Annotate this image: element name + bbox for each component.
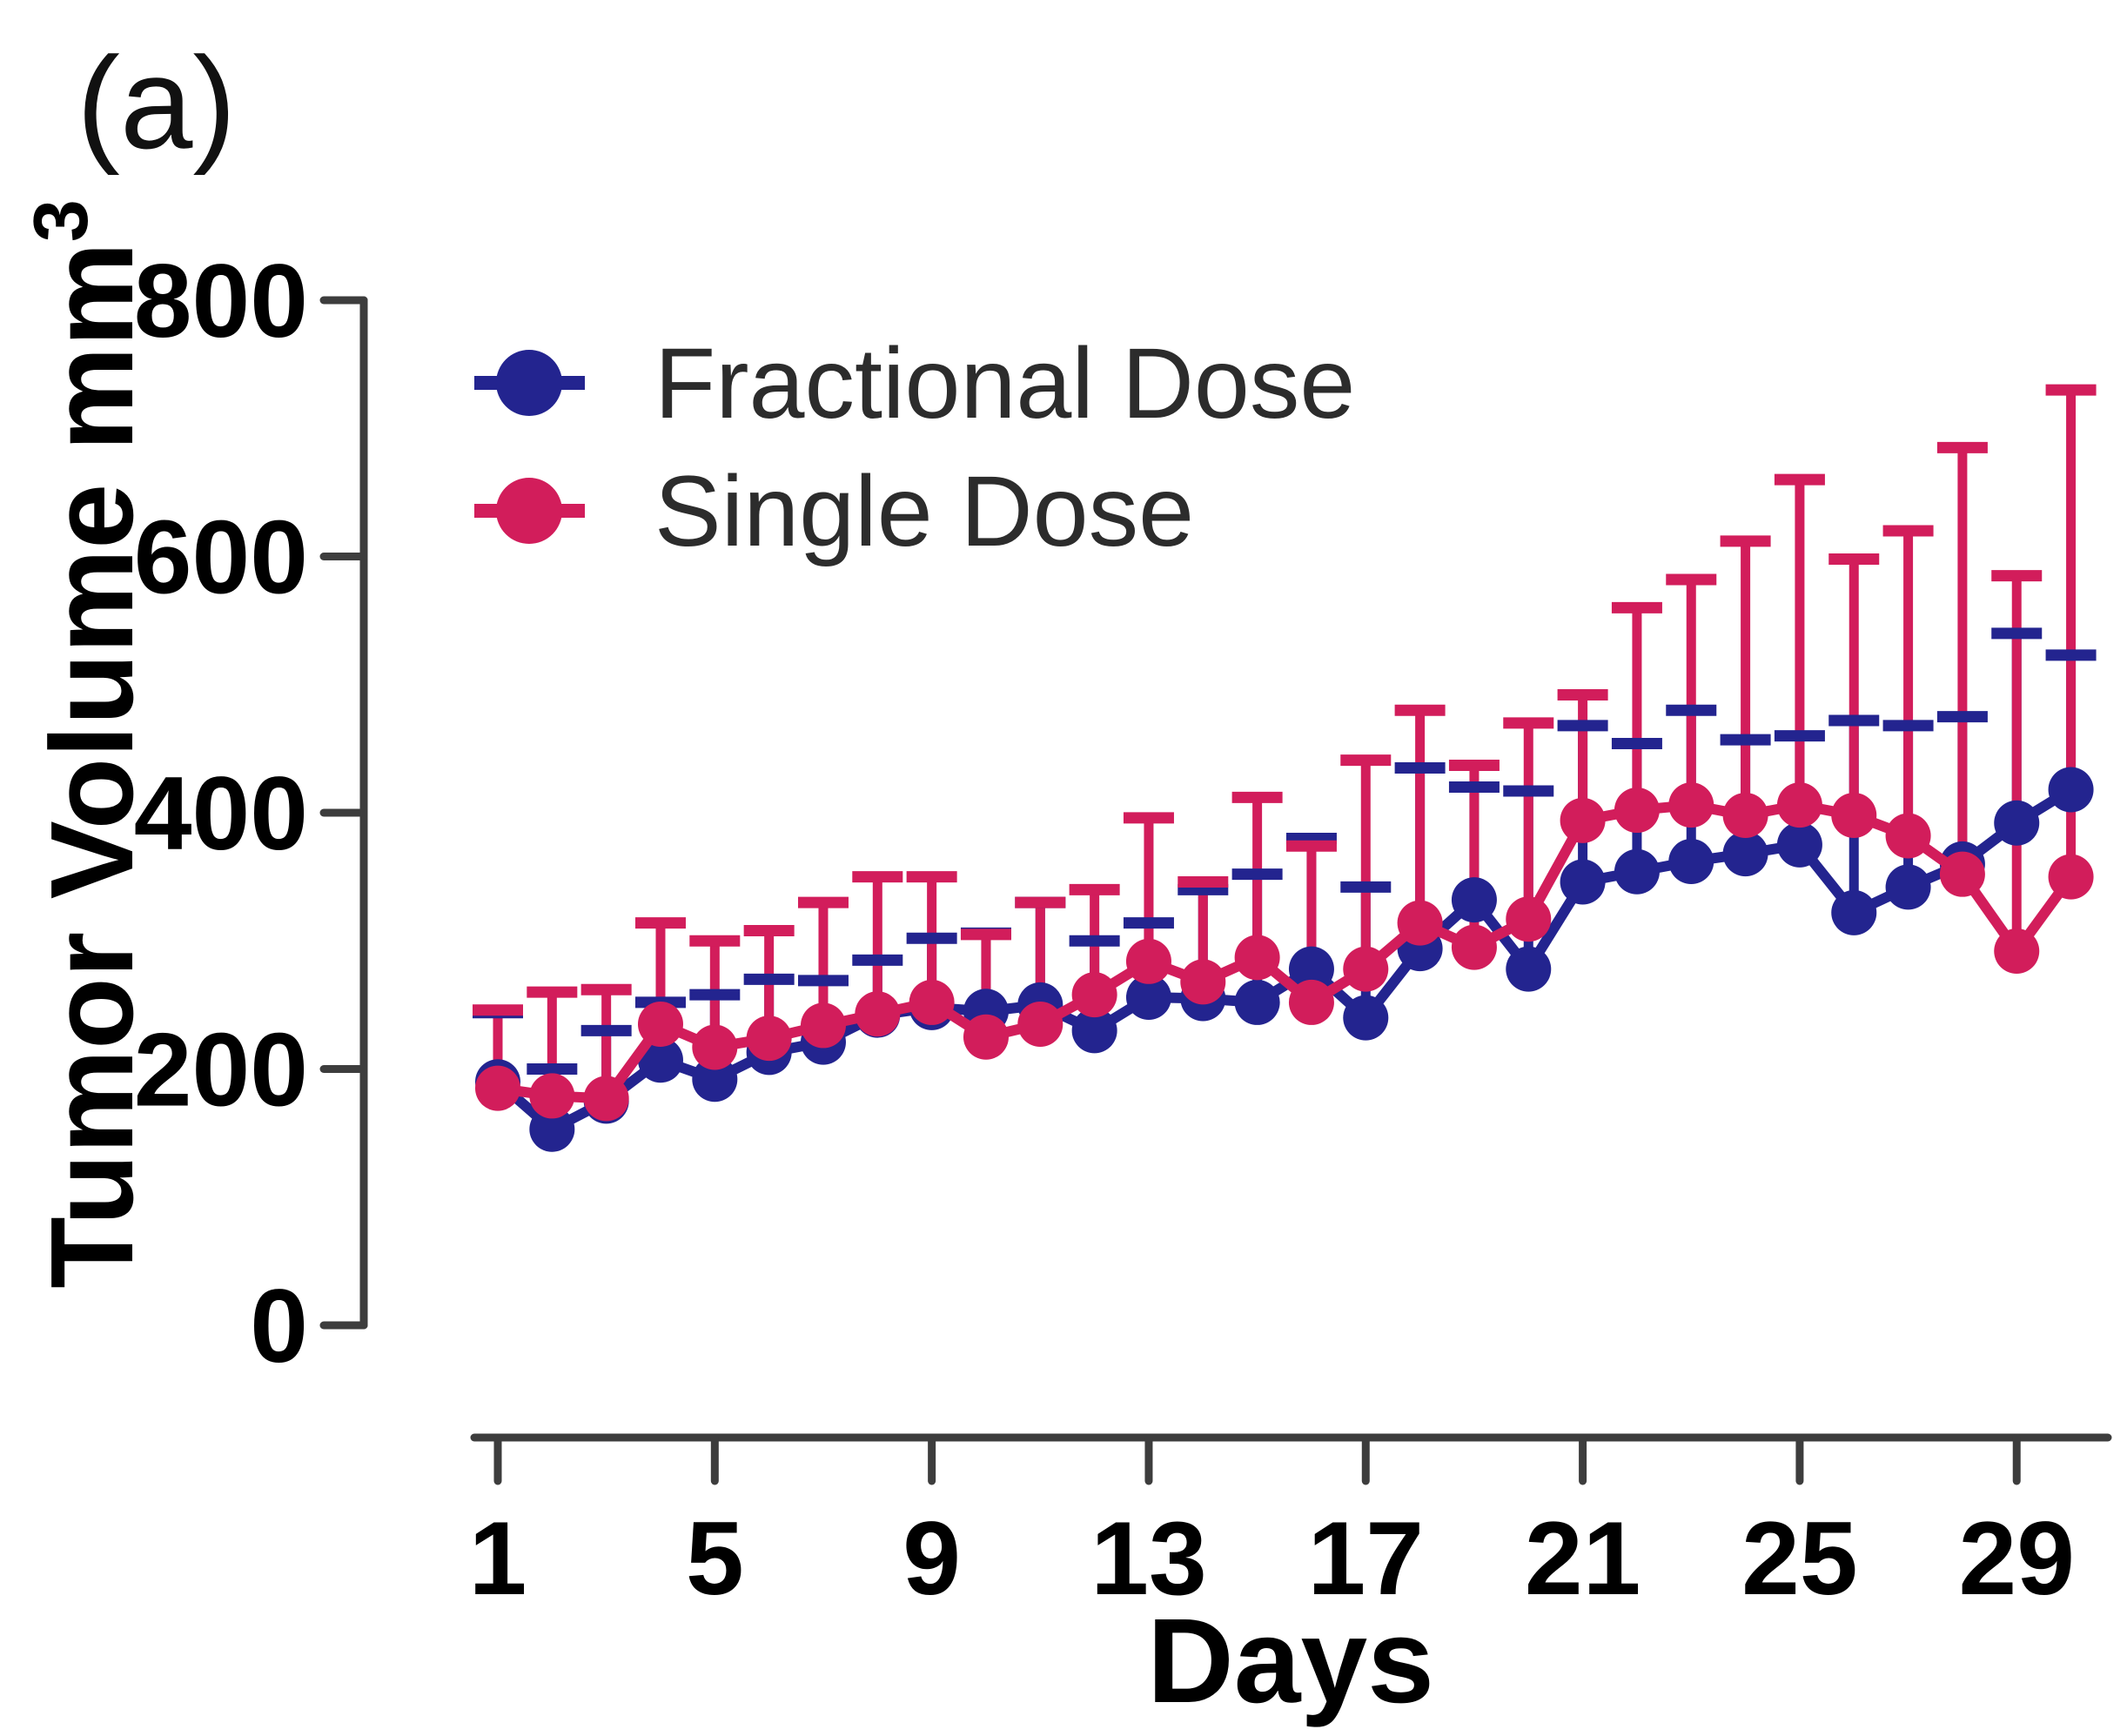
fractional-data-point xyxy=(529,1106,575,1152)
y-tick-label: 0 xyxy=(250,1268,308,1384)
y-axis-title: Tumor Volume mm3 xyxy=(17,199,158,1289)
single-data-point xyxy=(1994,928,2040,975)
single-data-point xyxy=(1451,924,1497,970)
single-data-point xyxy=(1831,792,1877,838)
fractional-data-point xyxy=(1614,848,1660,895)
single-data-point xyxy=(637,1001,683,1047)
single-data-point xyxy=(1180,959,1226,1005)
y-tick-label: 600 xyxy=(134,499,308,616)
fractional-data-point xyxy=(692,1056,738,1103)
single-data-point xyxy=(855,991,901,1037)
single-data-point xyxy=(2048,854,2094,900)
x-axis-title: Days xyxy=(1147,1594,1434,1728)
single-data-point xyxy=(800,1002,846,1049)
single-data-point xyxy=(1288,979,1334,1025)
single-data-point xyxy=(1939,851,1985,897)
single-data-point xyxy=(1017,1001,1064,1047)
single-data-point xyxy=(1343,946,1389,992)
fractional-data-point xyxy=(1125,975,1171,1021)
fractional-data-point xyxy=(1722,831,1768,877)
single-data-point xyxy=(529,1073,575,1119)
legend-item: Single Dose xyxy=(474,456,1194,567)
x-tick-label: 25 xyxy=(1741,1500,1857,1617)
single-data-point xyxy=(1071,972,1117,1018)
y-tick-label: 400 xyxy=(134,755,308,872)
fractional-data-point xyxy=(1288,946,1334,992)
fractional-data-point xyxy=(1994,800,2040,846)
single-data-point xyxy=(1614,788,1660,834)
single-data-point xyxy=(1668,782,1714,828)
legend-item: Fractional Dose xyxy=(474,328,1355,439)
single-data-point xyxy=(1722,792,1768,838)
x-tick-label: 17 xyxy=(1308,1500,1424,1617)
fractional-data-point xyxy=(1560,859,1606,905)
single-data-point xyxy=(1506,896,1552,942)
y-tick-label: 800 xyxy=(134,243,308,359)
single-data-point xyxy=(583,1076,629,1122)
y-axis-title-superscript: 3 xyxy=(17,199,104,242)
legend-item-label: Fractional Dose xyxy=(654,328,1355,439)
single-data-point xyxy=(1125,938,1171,984)
y-tick-label: 200 xyxy=(134,1012,308,1129)
x-tick-label: 9 xyxy=(902,1500,961,1617)
legend: Fractional Dose Single Dose xyxy=(474,328,1355,567)
single-data-point xyxy=(1885,813,1931,859)
fractional-data-point xyxy=(637,1037,683,1083)
single-data-point xyxy=(1397,900,1443,946)
fractional-data-point xyxy=(1668,838,1714,884)
single-data-point xyxy=(692,1024,738,1070)
legend-marker-icon xyxy=(496,478,562,544)
y-axis-title-text: Tumor Volume mm xyxy=(26,242,158,1289)
legend-item-label: Single Dose xyxy=(654,456,1194,567)
x-tick-label: 1 xyxy=(469,1500,527,1617)
x-tick-label: 21 xyxy=(1525,1500,1641,1617)
x-tick-label: 29 xyxy=(1958,1500,2074,1617)
single-data-point xyxy=(1560,797,1606,843)
fractional-data-point xyxy=(1234,979,1280,1025)
single-data-point xyxy=(1234,935,1280,981)
single-data-point xyxy=(963,1014,1009,1060)
fractional-data-point xyxy=(1451,877,1497,923)
fractional-data-point xyxy=(1506,946,1552,992)
axes-layer: 0 200 400 600 800 1 5 9 13 17 21 25 29 xyxy=(134,243,2112,1617)
single-data-point xyxy=(475,1065,520,1111)
fractional-data-point xyxy=(1831,889,1877,935)
panel-label: (a) xyxy=(77,30,236,176)
fractional-data-point xyxy=(1071,1008,1117,1054)
single-data-point xyxy=(909,979,955,1025)
legend-marker-icon xyxy=(496,350,562,416)
x-tick-label: 5 xyxy=(686,1500,744,1617)
fractional-data-point xyxy=(1343,995,1389,1041)
svg-text:Tumor Volume mm3: Tumor Volume mm3 xyxy=(17,199,158,1289)
plot-area xyxy=(473,384,2097,1152)
fractional-data-point xyxy=(2048,767,2094,813)
x-tick-label: 13 xyxy=(1090,1500,1206,1617)
fractional-data-point xyxy=(1776,821,1822,868)
fractional-data-point xyxy=(1885,864,1931,910)
single-data-point xyxy=(746,1015,792,1062)
single-data-point xyxy=(1776,782,1822,828)
